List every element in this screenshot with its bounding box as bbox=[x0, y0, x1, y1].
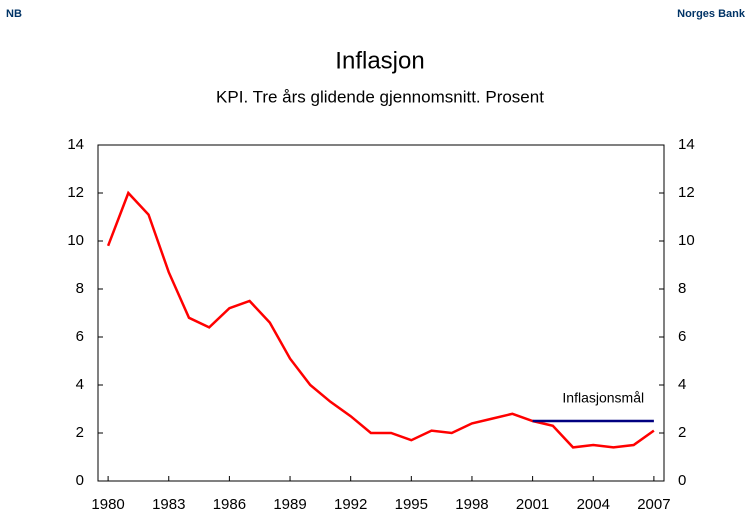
y2-tick-label: 8 bbox=[678, 280, 686, 297]
y-tick-label: 4 bbox=[76, 376, 84, 393]
x-tick-label: 1998 bbox=[455, 496, 488, 513]
x-tick-label: 2007 bbox=[637, 496, 670, 513]
y-tick-label: 14 bbox=[67, 136, 84, 153]
x-tick-label: 2001 bbox=[516, 496, 549, 513]
y-tick-label: 0 bbox=[76, 472, 84, 489]
series-line bbox=[106, 190, 655, 449]
chart-subtitle: KPI. Tre års glidende gjennomsnitt. Pros… bbox=[216, 87, 544, 106]
plot-frame bbox=[97, 144, 665, 482]
y2-tick-label: 12 bbox=[678, 184, 695, 201]
x-tick-label: 1986 bbox=[213, 496, 246, 513]
x-tick-label: 2004 bbox=[577, 496, 610, 513]
y-tick-label: 2 bbox=[76, 424, 84, 441]
y-tick-label: 12 bbox=[67, 184, 84, 201]
x-tick-label: 1980 bbox=[91, 496, 124, 513]
y2-tick-label: 0 bbox=[678, 472, 686, 489]
x-tick-label: 1989 bbox=[273, 496, 306, 513]
org-name: Norges Bank bbox=[677, 8, 746, 20]
y2-tick-label: 2 bbox=[678, 424, 686, 441]
chart-title: Inflasjon bbox=[335, 47, 424, 74]
x-tick-label: 1995 bbox=[395, 496, 428, 513]
series-label: Inflasjonsmål bbox=[562, 390, 644, 406]
y-tick-label: 10 bbox=[67, 232, 84, 249]
y-tick-label: 8 bbox=[76, 280, 84, 297]
y2-tick-label: 4 bbox=[678, 376, 686, 393]
y2-tick-label: 6 bbox=[678, 328, 686, 345]
y-tick-label: 6 bbox=[76, 328, 84, 345]
logo: NB bbox=[6, 8, 22, 20]
x-tick-label: 1983 bbox=[152, 496, 185, 513]
x-tick-label: 1992 bbox=[334, 496, 367, 513]
y2-tick-label: 14 bbox=[678, 136, 695, 153]
y2-tick-label: 10 bbox=[678, 232, 695, 249]
